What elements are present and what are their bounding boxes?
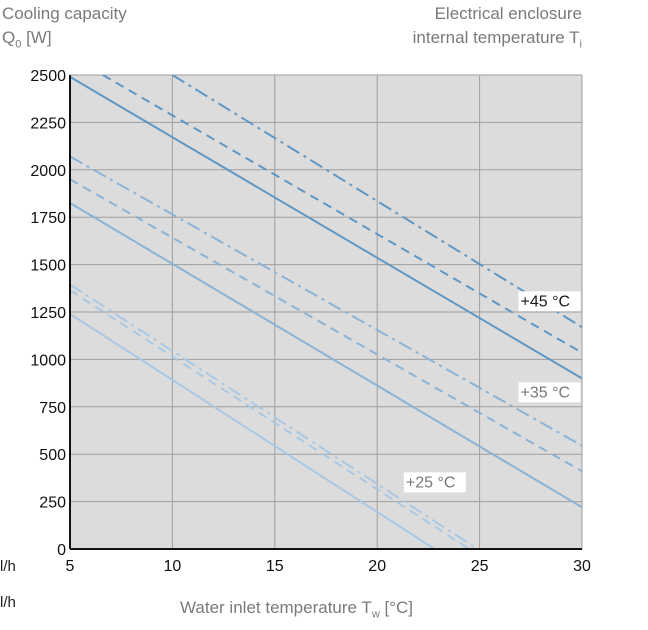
y-axis-unit: [W] bbox=[21, 28, 52, 47]
x-axis-title-sub: w bbox=[371, 608, 380, 621]
x-tick-label: 30 bbox=[573, 558, 591, 575]
series-group-title-line1: Electrical enclosure bbox=[434, 4, 582, 23]
y-tick-label: 0 bbox=[57, 542, 66, 559]
series-line-dashed bbox=[70, 178, 582, 473]
y-axis-title: Cooling capacity Q0 [W] bbox=[2, 2, 127, 56]
y-axis-symbol: Q bbox=[2, 28, 16, 47]
series-line-solid bbox=[70, 76, 582, 380]
series-line-dashed bbox=[70, 289, 470, 549]
series-line-dashed bbox=[102, 75, 582, 354]
series-line-solid bbox=[70, 202, 582, 509]
series-group-title-line2: internal temperature Ti bbox=[413, 26, 582, 56]
series-group-title: Electrical enclosure internal temperatur… bbox=[413, 2, 582, 56]
group-label-bg bbox=[518, 382, 581, 403]
y-axis-symbol-sub: 0 bbox=[15, 38, 22, 51]
x-axis-title-main: Water inlet temperature T bbox=[180, 598, 372, 617]
y-tick-label: 500 bbox=[39, 447, 66, 464]
y-tick-label: 1750 bbox=[30, 210, 66, 227]
x-axis-title: Water inlet temperature Tw [°C] bbox=[180, 598, 413, 620]
x-tick-label: 15 bbox=[266, 558, 284, 575]
y-tick-label: 250 bbox=[39, 495, 66, 512]
group-label: +25 °C bbox=[406, 474, 456, 491]
x-tick-label: 10 bbox=[164, 558, 182, 575]
group-label-bg bbox=[403, 472, 466, 493]
x-tick-label: 25 bbox=[471, 558, 489, 575]
x-axis-title-unit: [°C] bbox=[379, 598, 414, 617]
y-tick-label: 2250 bbox=[30, 115, 66, 132]
y-tick-label: 1000 bbox=[30, 352, 66, 369]
series-line-solid bbox=[70, 313, 436, 549]
y-tick-label: 1500 bbox=[30, 258, 66, 275]
series-group-symbol-sub: i bbox=[579, 38, 582, 51]
unit-label-row2: l/h bbox=[0, 594, 16, 611]
series-group-symbol: internal temperature T bbox=[412, 28, 580, 47]
group-label-bg bbox=[518, 291, 581, 312]
group-label: +45 °C bbox=[521, 293, 571, 310]
x-tick-label: 5 bbox=[66, 558, 75, 575]
y-axis-title-line1: Cooling capacity bbox=[2, 4, 127, 23]
y-tick-label: 1250 bbox=[30, 305, 66, 322]
unit-label-row1: l/h bbox=[0, 558, 16, 575]
y-tick-label: 2000 bbox=[30, 163, 66, 180]
y-axis-title-line2: Q0 [W] bbox=[2, 26, 127, 56]
group-label: +35 °C bbox=[521, 384, 571, 401]
y-tick-label: 2500 bbox=[30, 68, 66, 85]
x-tick-label: 20 bbox=[368, 558, 386, 575]
series-line-dashdot bbox=[70, 155, 582, 447]
y-tick-label: 750 bbox=[39, 400, 66, 417]
